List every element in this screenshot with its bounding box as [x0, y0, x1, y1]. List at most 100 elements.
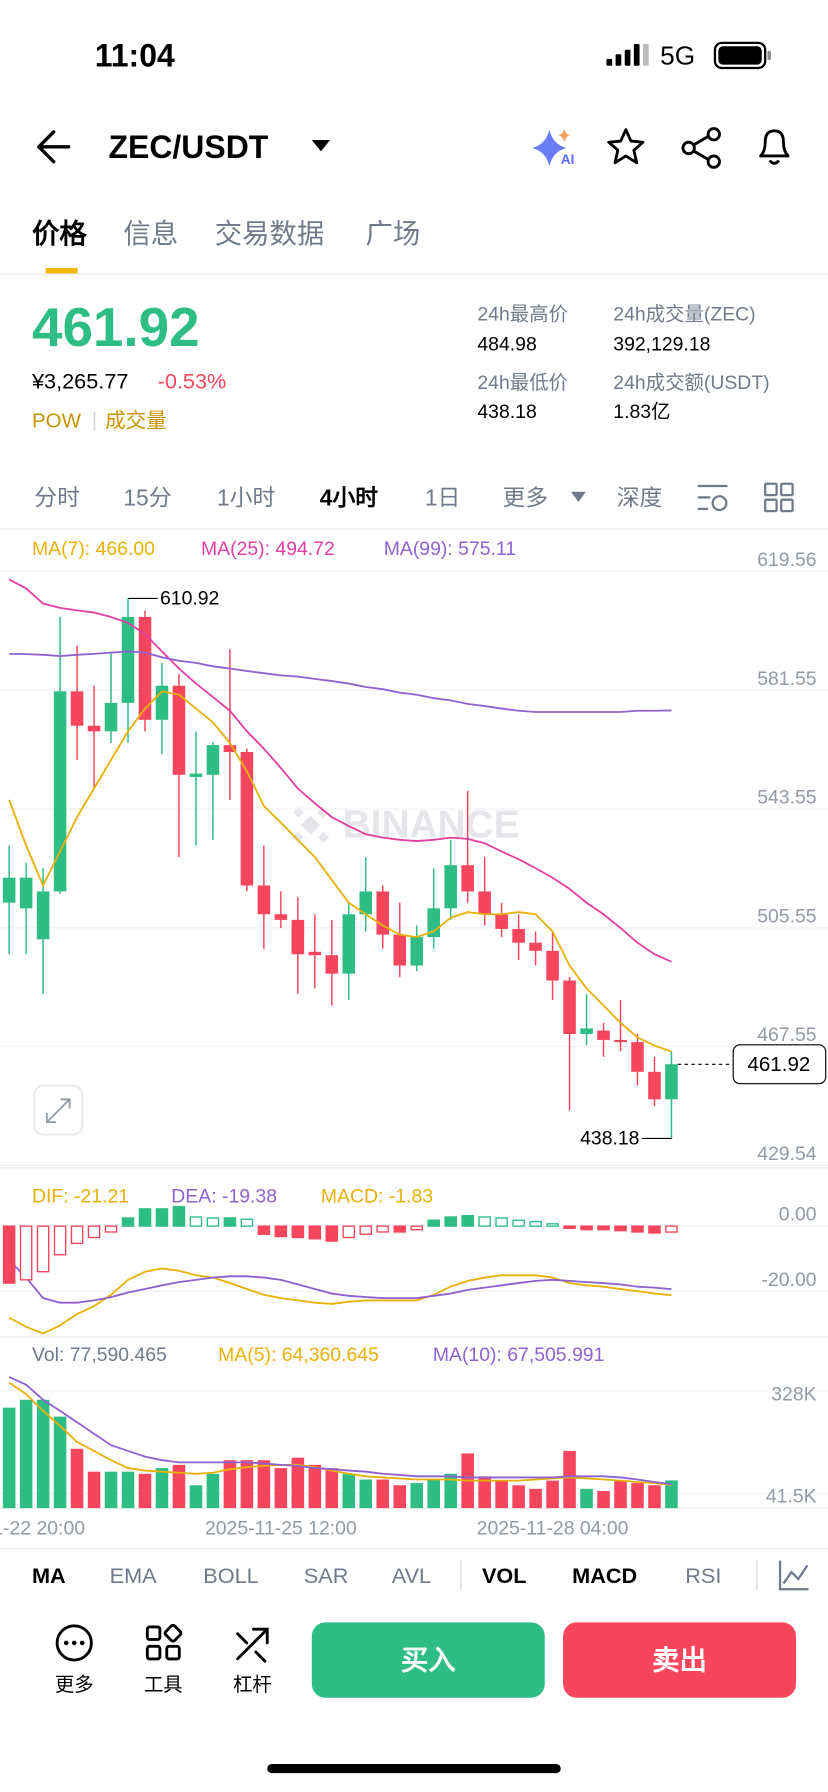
- macd-bar: [138, 1208, 152, 1227]
- tools-button[interactable]: 工具: [144, 1623, 183, 1696]
- x-tick-label: 2025-11-28 04:00: [477, 1518, 629, 1540]
- expand-button[interactable]: [33, 1084, 84, 1136]
- macd-bar: [36, 1225, 50, 1273]
- volume-bar: [257, 1460, 271, 1509]
- volume-bar: [87, 1471, 101, 1509]
- volume-bar: [2, 1407, 16, 1509]
- volume-bar: [206, 1473, 220, 1509]
- layout-button[interactable]: [764, 482, 794, 513]
- volume-bar: [155, 1468, 169, 1509]
- stat-label: 24h最高价: [477, 304, 568, 326]
- volume-bar: [121, 1471, 135, 1509]
- legend-entry: MA(25): 494.72: [201, 538, 335, 560]
- macd-bar: [342, 1225, 356, 1239]
- legend-entry: DEA: -19.38: [171, 1185, 277, 1207]
- stat-value: 1.83亿: [613, 401, 670, 423]
- volume-bar: [36, 1399, 50, 1509]
- volume-bar: [308, 1464, 322, 1509]
- status-time: 11:04: [95, 37, 175, 73]
- margin-button[interactable]: 杠杆: [233, 1627, 272, 1696]
- legend-entry: MA(5): 64,360.645: [218, 1344, 379, 1366]
- alert-button[interactable]: [759, 129, 790, 165]
- favorite-button[interactable]: [607, 128, 645, 165]
- candle-body: [461, 865, 474, 892]
- interval[interactable]: 1小时: [217, 484, 275, 510]
- sell-button[interactable]: 卖出: [563, 1622, 797, 1698]
- indicator-tab[interactable]: MA: [32, 1563, 66, 1588]
- volume-bar: [665, 1480, 678, 1509]
- macd-bar: [53, 1225, 67, 1256]
- tag-separator: [93, 411, 96, 431]
- indicator-tab[interactable]: RSI: [685, 1563, 721, 1588]
- macd-bar: [257, 1225, 271, 1235]
- indicator-settings-button[interactable]: [778, 1560, 809, 1591]
- divider: [0, 528, 828, 530]
- interval[interactable]: 1日: [425, 484, 461, 510]
- volume-bar: [597, 1490, 610, 1509]
- macd-bar: [189, 1216, 203, 1227]
- volume-bar: [546, 1480, 559, 1509]
- indicator-tab[interactable]: AVL: [392, 1563, 431, 1588]
- indicator-tab[interactable]: EMA: [110, 1563, 158, 1588]
- indicator-tab[interactable]: MACD: [572, 1563, 637, 1588]
- buy-label: 买入: [401, 1645, 456, 1676]
- volume-bar: [478, 1476, 491, 1509]
- volume-bar: [19, 1399, 33, 1509]
- candle-body: [2, 877, 16, 903]
- macd-bar: [461, 1215, 474, 1227]
- legend-entry: MACD: -1.83: [321, 1185, 433, 1207]
- volume-bar: [189, 1485, 203, 1509]
- y-tick-label: 543.55: [757, 787, 816, 809]
- macd-bar: [291, 1225, 305, 1239]
- chart-settings-button[interactable]: [697, 484, 728, 512]
- interval[interactable]: 分时: [34, 484, 80, 510]
- ai-button[interactable]: AI: [532, 128, 574, 167]
- candle-body: [495, 914, 508, 929]
- volume-bar: [512, 1485, 525, 1509]
- indicator-tab[interactable]: VOL: [482, 1563, 527, 1588]
- tag[interactable]: POW: [32, 409, 82, 432]
- volume-bar: [376, 1479, 390, 1509]
- buy-button[interactable]: 买入: [311, 1622, 545, 1698]
- macd-bar: [597, 1225, 610, 1231]
- tab[interactable]: 广场: [365, 218, 420, 249]
- indicator-tab[interactable]: SAR: [304, 1563, 349, 1588]
- more-button[interactable]: 更多: [55, 1624, 94, 1696]
- min-label: 438.18: [580, 1127, 639, 1149]
- interval[interactable]: 深度: [617, 484, 663, 510]
- tab[interactable]: 交易数据: [215, 218, 325, 249]
- interval[interactable]: 15分: [123, 484, 171, 510]
- volume-bar: [172, 1464, 186, 1509]
- tab[interactable]: 信息: [123, 218, 178, 249]
- interval[interactable]: 更多: [503, 484, 549, 510]
- interval-active[interactable]: 4小时: [320, 484, 379, 510]
- more-dropdown[interactable]: [571, 491, 586, 502]
- candle-body: [325, 955, 339, 974]
- candle-body: [172, 685, 186, 775]
- candle-body: [87, 725, 101, 732]
- volume-bar: [223, 1460, 237, 1509]
- y-tick-label: 41.5K: [766, 1486, 817, 1508]
- legend-entry: MA(10): 67,505.991: [433, 1344, 605, 1366]
- tab-indicator: [45, 267, 78, 274]
- macd-bar: [580, 1225, 593, 1231]
- pair-dropdown[interactable]: [311, 139, 331, 152]
- tag[interactable]: 成交量: [105, 409, 167, 432]
- macd-bar: [121, 1217, 135, 1227]
- cny-price: ¥3,265.77: [31, 368, 128, 393]
- back-button[interactable]: [37, 130, 71, 164]
- tab-separator: [460, 1560, 462, 1591]
- charts: 619.56 581.55 543.55 505.55 467.55 429.54 610.…: [0, 538, 828, 1540]
- share-button[interactable]: [681, 127, 721, 169]
- macd-bar: [2, 1225, 16, 1284]
- volume-bar: [240, 1460, 254, 1509]
- y-tick-label: 429.54: [757, 1143, 817, 1165]
- candle-body: [70, 691, 84, 726]
- price-change: -0.53%: [158, 368, 227, 393]
- tab[interactable]: 价格: [32, 218, 87, 249]
- pair-title[interactable]: ZEC/USDT: [108, 129, 268, 165]
- volume-bar: [342, 1473, 356, 1509]
- y-tick-label: 328K: [771, 1383, 816, 1405]
- indicator-tab[interactable]: BOLL: [203, 1563, 258, 1588]
